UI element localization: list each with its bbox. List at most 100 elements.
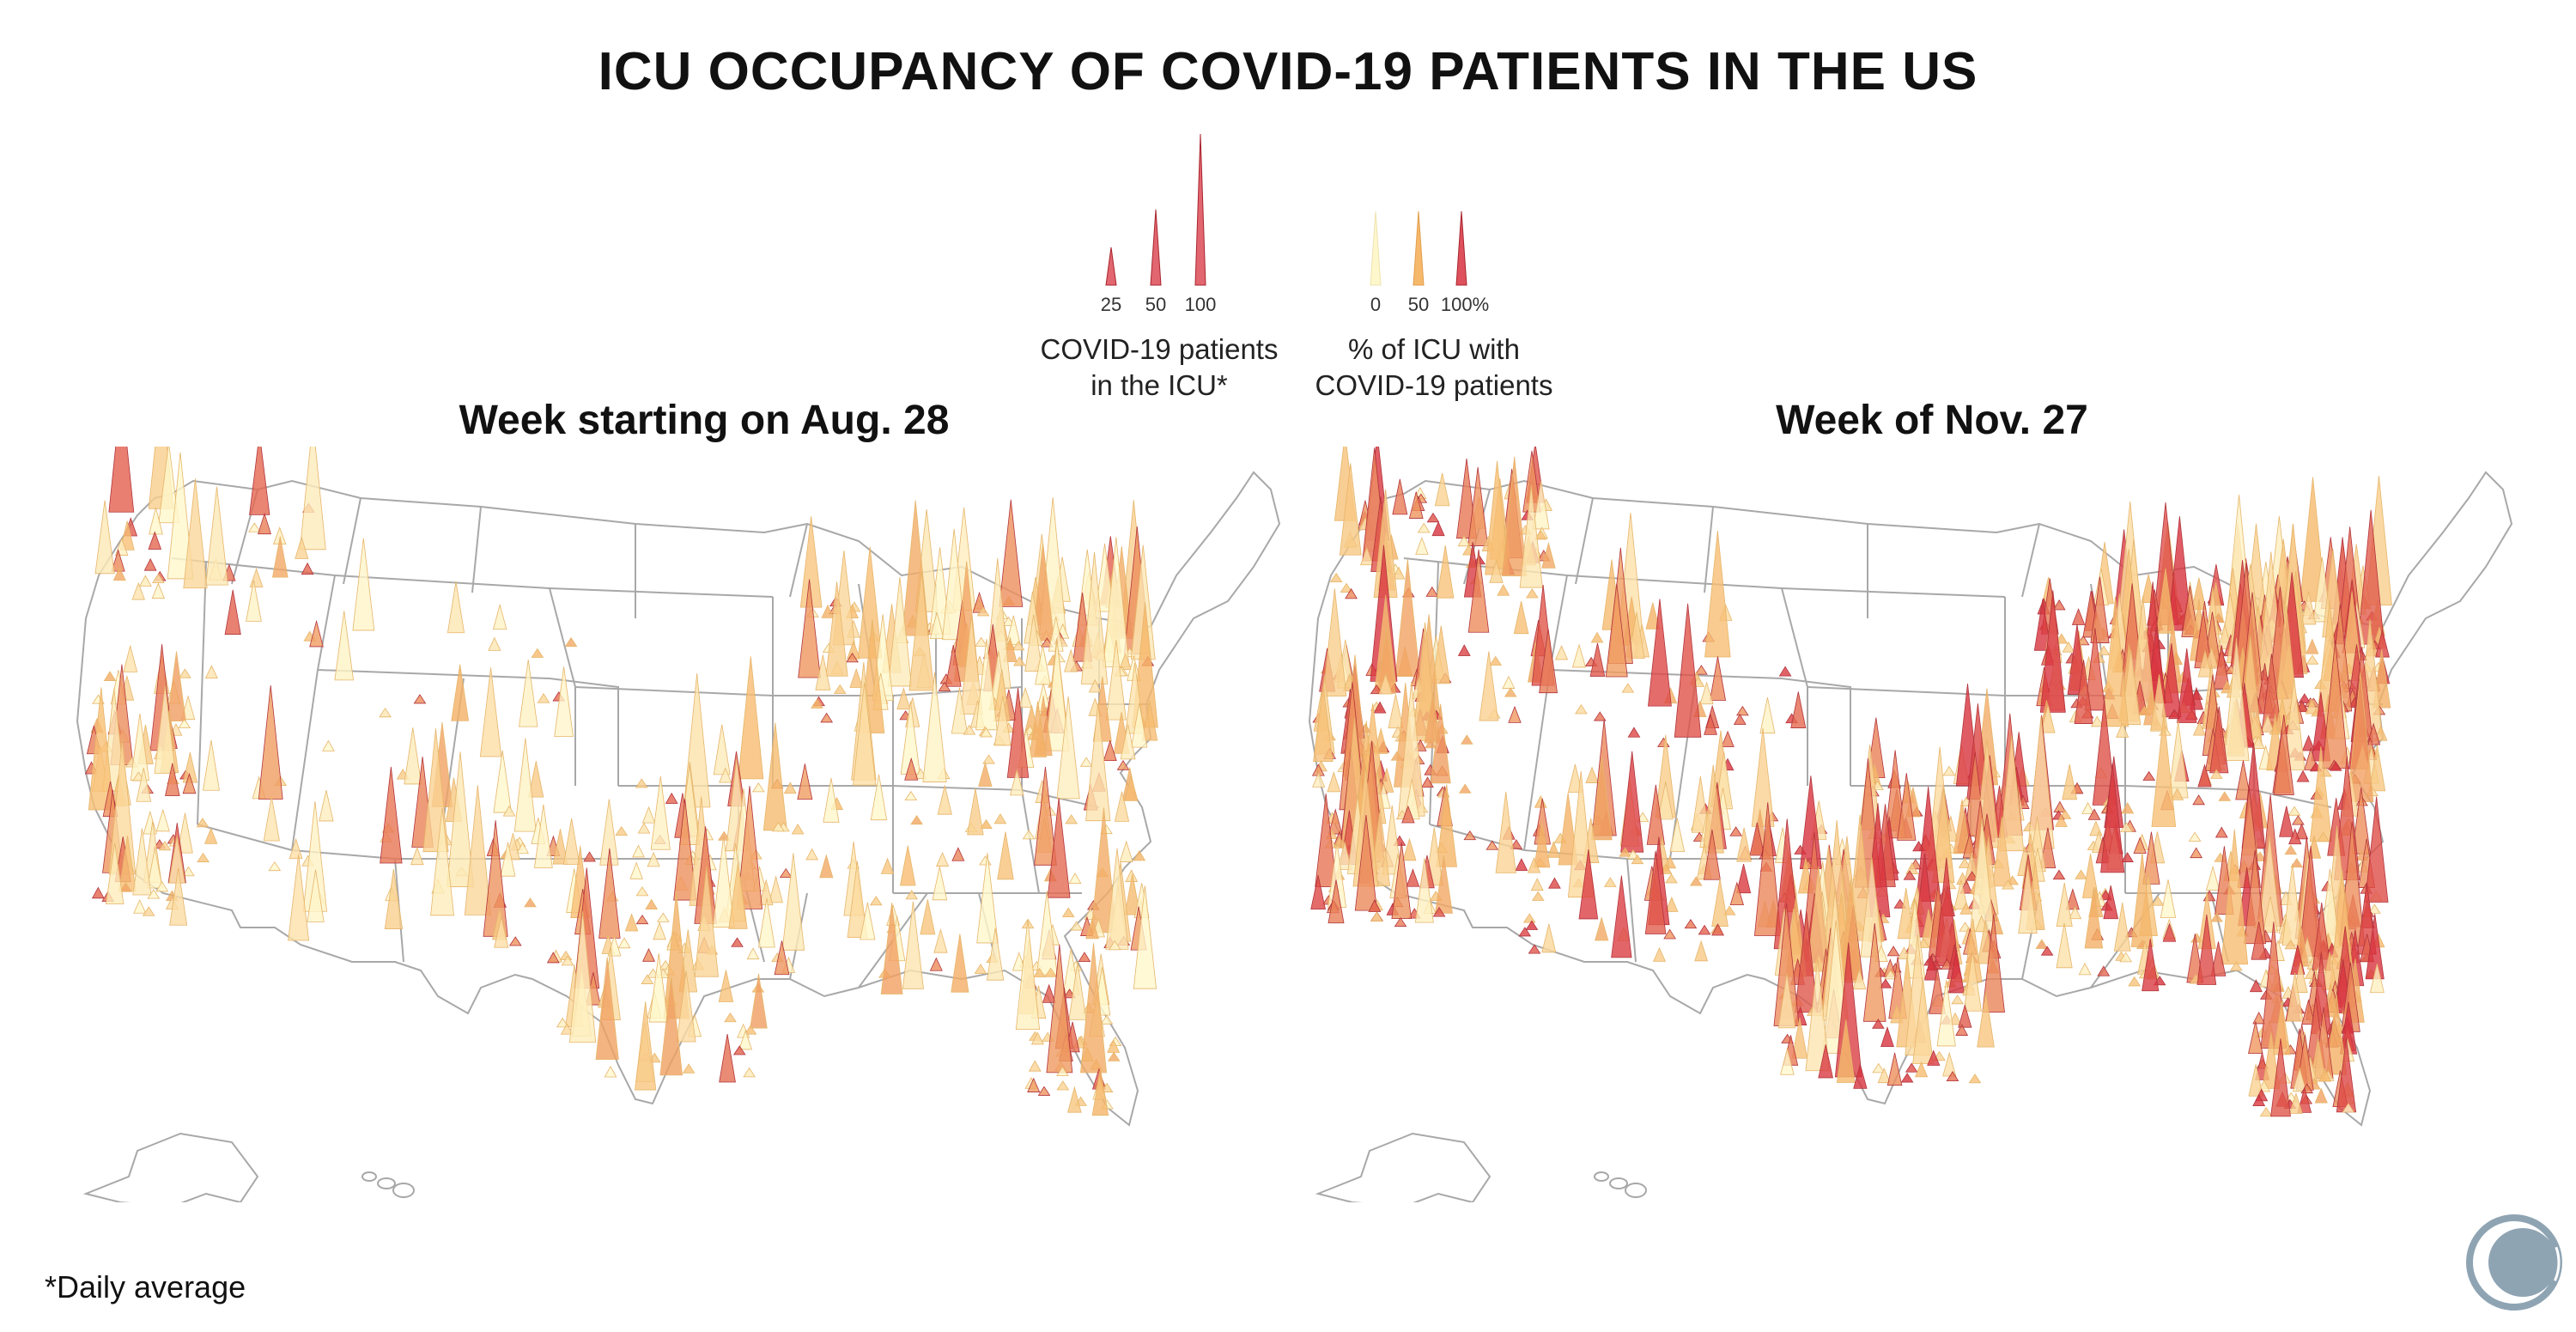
- icu-spike: [951, 847, 965, 861]
- icu-spike: [758, 897, 775, 948]
- hawaii-island: [392, 1183, 415, 1198]
- icu-spike: [1015, 920, 1041, 1031]
- legend-graphic: 25 50 100 0 50 100%: [1101, 133, 1489, 315]
- icu-spike: [1042, 983, 1056, 1003]
- icu-spike: [1088, 678, 1102, 693]
- icu-spike: [1103, 739, 1117, 762]
- icu-spike: [847, 861, 868, 939]
- icu-spike: [645, 898, 659, 910]
- icu-spike: [138, 575, 152, 587]
- icu-spike: [1627, 727, 1641, 738]
- icu-spike: [1133, 885, 1157, 989]
- icu-spike: [1699, 681, 1714, 705]
- icu-spike: [1035, 644, 1051, 685]
- icu-spike: [182, 866, 195, 877]
- icu-spike: [1056, 696, 1080, 800]
- icu-spike: [508, 936, 522, 946]
- icu-spike: [743, 1067, 756, 1078]
- icu-spike: [379, 707, 392, 718]
- icu-spike: [258, 512, 271, 535]
- icu-spike: [2251, 921, 2267, 960]
- icu-spike: [1531, 891, 1545, 901]
- state-border: [574, 686, 774, 696]
- circle-logo-icon: [2466, 1214, 2562, 1311]
- icu-spike: [2305, 698, 2318, 715]
- icu-spike: [1068, 873, 1082, 884]
- icu-spike: [2082, 854, 2099, 898]
- icu-spike: [938, 681, 951, 691]
- legend-color-50: [1413, 210, 1425, 286]
- icu-spike: [1646, 784, 1666, 845]
- icu-spike: [2090, 576, 2110, 643]
- icu-spike: [500, 842, 516, 877]
- icu-spike: [1118, 653, 1133, 670]
- icu-spike: [2097, 645, 2111, 656]
- icu-spike: [1133, 849, 1146, 861]
- icu-spike: [1078, 952, 1091, 963]
- icu-spike: [1313, 685, 1334, 762]
- icu-spike: [728, 861, 748, 929]
- icu-spike: [1034, 766, 1057, 866]
- icu-spike: [2142, 770, 2156, 781]
- icu-spike: [2065, 888, 2080, 910]
- icu-spike: [1495, 791, 1516, 873]
- icu-spike: [1698, 924, 1711, 935]
- icu-spike: [1095, 543, 1115, 612]
- icu-spike: [900, 845, 916, 886]
- icu-spike: [635, 1001, 657, 1091]
- state-border: [1807, 686, 2006, 696]
- alaska-outline: [1315, 1132, 1492, 1202]
- icu-spike: [2374, 725, 2388, 741]
- icu-spike: [1065, 814, 1078, 824]
- icu-spike: [1595, 916, 1609, 941]
- icu-spike: [1862, 922, 1886, 1022]
- hawaii-island: [361, 1171, 377, 1182]
- icu-spike: [1489, 559, 1504, 583]
- icu-spike: [2039, 590, 2066, 713]
- icu-spike: [447, 751, 474, 887]
- icu-spike: [2205, 865, 2221, 891]
- icu-spike: [583, 851, 596, 862]
- hawaii-island: [377, 1177, 396, 1189]
- icu-spike: [1141, 700, 1158, 741]
- icu-spike: [595, 957, 619, 1061]
- icu-spike: [2286, 972, 2304, 1022]
- icu-spike: [263, 796, 280, 842]
- icu-spike: [2290, 858, 2304, 868]
- icu-spike: [1030, 1031, 1044, 1045]
- icu-spike: [2035, 939, 2049, 949]
- icu-spike: [119, 882, 132, 892]
- icu-spike: [1631, 854, 1644, 865]
- state-border: [549, 678, 619, 786]
- icu-spike: [920, 899, 936, 935]
- icu-spike: [1665, 873, 1678, 884]
- icu-spike: [513, 738, 537, 832]
- icu-spike: [2052, 599, 2066, 611]
- icu-spike: [951, 687, 969, 734]
- icu-spike: [1037, 1086, 1051, 1096]
- icu-spike: [2209, 706, 2229, 774]
- icu-spike: [165, 763, 180, 796]
- icu-spike: [202, 739, 220, 791]
- icu-spike: [2209, 769, 2223, 779]
- icu-spike: [1401, 805, 1415, 824]
- icu-spike: [91, 886, 105, 899]
- icu-spike: [1897, 887, 1915, 940]
- icu-spike: [1653, 946, 1667, 962]
- icu-spike: [2074, 660, 2093, 724]
- icu-spike: [2252, 1012, 2266, 1025]
- icu-spike: [1790, 691, 1807, 728]
- icu-spike: [951, 934, 969, 993]
- icu-spike: [204, 665, 218, 679]
- icu-spike: [1402, 837, 1417, 861]
- icu-spike: [268, 861, 282, 872]
- icu-spike: [1735, 705, 1749, 716]
- icu-spike: [322, 739, 335, 751]
- icu-spike: [719, 767, 732, 783]
- icu-spike: [105, 842, 125, 905]
- icu-spike: [1107, 1051, 1121, 1061]
- icu-spike: [1711, 878, 1728, 928]
- icu-spike: [132, 828, 152, 896]
- icu-spike: [1502, 675, 1516, 689]
- icu-spike: [1684, 919, 1698, 929]
